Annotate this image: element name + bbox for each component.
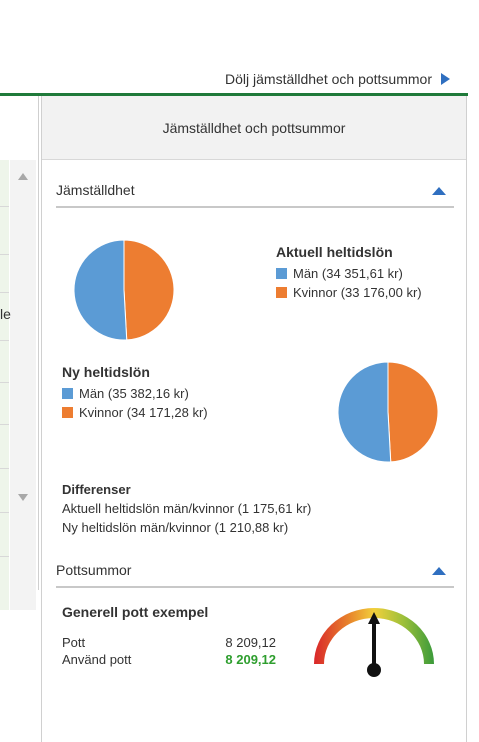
gauge-arc	[314, 608, 434, 664]
new-salary-title: Ny heltidslön	[62, 364, 150, 380]
equality-section-title: Jämställdhet	[56, 182, 135, 198]
new-salary-pie-chart	[337, 361, 439, 463]
panel-header: Jämställdhet och pottsummor	[42, 96, 466, 160]
chevron-up-icon[interactable]	[432, 566, 446, 575]
legend-swatch-women	[276, 287, 287, 298]
legend-label-women: Kvinnor (33 176,00 kr)	[293, 285, 422, 300]
pie-slice-kvinnor	[123, 239, 175, 341]
gauge-hub	[367, 663, 381, 677]
current-salary-legend: Aktuell heltidslön Män (34 351,61 kr) Kv…	[276, 244, 422, 302]
diff-current-text: Aktuell heltidslön män/kvinnor (1 175,61…	[62, 501, 312, 516]
gauge-needle-tip	[368, 612, 380, 624]
accent-divider	[0, 93, 468, 96]
new-salary-legend: Ny heltidslön Män (35 382,16 kr) Kvinnor…	[62, 364, 208, 422]
toggle-equality-label: Dölj jämställdhet och pottsummor	[225, 71, 432, 87]
used-pott-label: Använd pott	[62, 652, 132, 667]
caret-right-icon	[441, 73, 450, 85]
pots-section-header[interactable]: Pottsummor	[56, 552, 454, 588]
grid-row-line	[0, 468, 9, 469]
legend-swatch-men	[276, 268, 287, 279]
pots-section-title: Pottsummor	[56, 562, 132, 578]
pie-slice-män	[73, 239, 128, 341]
grid-row-line	[0, 424, 9, 425]
legend-label-women: Kvinnor (34 171,28 kr)	[79, 405, 208, 420]
equality-section-header[interactable]: Jämställdhet	[56, 172, 454, 208]
pot-example-title: Generell pott exempel	[62, 604, 209, 620]
legend-swatch-women	[62, 407, 73, 418]
pott-label: Pott	[62, 635, 86, 650]
scroll-up-icon[interactable]	[18, 172, 28, 180]
left-grid-strip: le	[0, 96, 39, 610]
legend-women: Kvinnor (33 176,00 kr)	[276, 283, 422, 302]
grid-row-line	[0, 382, 9, 383]
legend-women: Kvinnor (34 171,28 kr)	[62, 403, 208, 422]
pie-slice-kvinnor	[387, 361, 439, 463]
grid-cells	[0, 160, 9, 610]
legend-men: Män (34 351,61 kr)	[276, 264, 422, 283]
section-divider	[56, 206, 454, 208]
legend-swatch-men	[62, 388, 73, 399]
pie-slice-män	[337, 361, 392, 463]
chevron-up-icon[interactable]	[432, 186, 446, 195]
panel-title: Jämställdhet och pottsummor	[162, 119, 346, 136]
legend-men: Män (35 382,16 kr)	[62, 384, 208, 403]
grid-row-line	[0, 206, 9, 207]
current-salary-pie-chart	[73, 239, 175, 341]
grid-row-line	[0, 340, 9, 341]
grid-row-line	[0, 512, 9, 513]
differences-block: Differenser Aktuell heltidslön män/kvinn…	[62, 482, 311, 539]
pott-value: 8 209,12	[225, 635, 276, 650]
toggle-equality-link[interactable]: Dölj jämställdhet och pottsummor	[150, 64, 450, 94]
legend-label-men: Män (34 351,61 kr)	[293, 266, 403, 281]
used-pott-value: 8 209,12	[225, 652, 276, 667]
grid-row-line	[0, 254, 9, 255]
pot-usage-gauge	[314, 608, 434, 677]
section-divider	[56, 586, 454, 588]
scroll-down-icon[interactable]	[18, 494, 28, 502]
grid-row-line	[0, 292, 9, 293]
diff-new-text: Ny heltidslön män/kvinnor (1 210,88 kr)	[62, 520, 289, 535]
equality-panel: Jämställdhet och pottsummor Jämställdhet…	[41, 96, 467, 742]
differences-title: Differenser	[62, 482, 131, 497]
cut-off-cell-text: le	[0, 306, 11, 322]
vertical-scrollbar[interactable]	[10, 160, 36, 610]
legend-label-men: Män (35 382,16 kr)	[79, 386, 189, 401]
grid-row-line	[0, 556, 9, 557]
current-salary-title: Aktuell heltidslön	[276, 244, 393, 260]
